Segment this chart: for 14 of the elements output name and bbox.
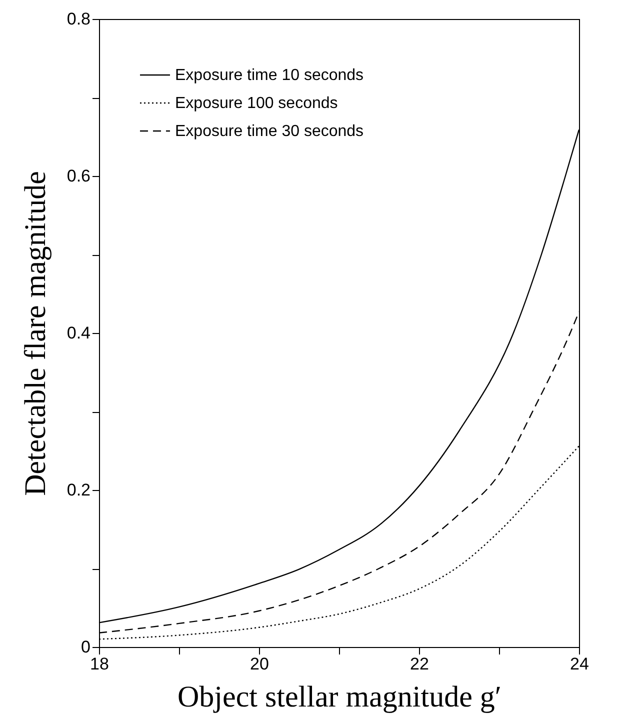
x-tick-label: 18 xyxy=(90,654,109,674)
y-tick-label: 0.4 xyxy=(66,324,90,342)
x-tick-label: 22 xyxy=(410,654,429,674)
y-axis-title: Detectable flare magnitude xyxy=(18,171,52,496)
legend-label: Exposure time 10 seconds xyxy=(175,67,364,84)
x-tick-label: 24 xyxy=(570,654,589,674)
y-tick-label: 0 xyxy=(81,638,90,656)
y-tick-label: 0.8 xyxy=(66,10,90,28)
y-tick-label: 0.2 xyxy=(66,480,90,500)
legend-label: Exposure 100 seconds xyxy=(175,95,338,112)
x-axis-title: Object stellar magnitude g′ xyxy=(178,680,502,714)
legend-label: Exposure time 30 seconds xyxy=(175,123,364,140)
x-tick-label: 20 xyxy=(250,654,269,674)
y-tick-label: 0.6 xyxy=(66,166,90,186)
